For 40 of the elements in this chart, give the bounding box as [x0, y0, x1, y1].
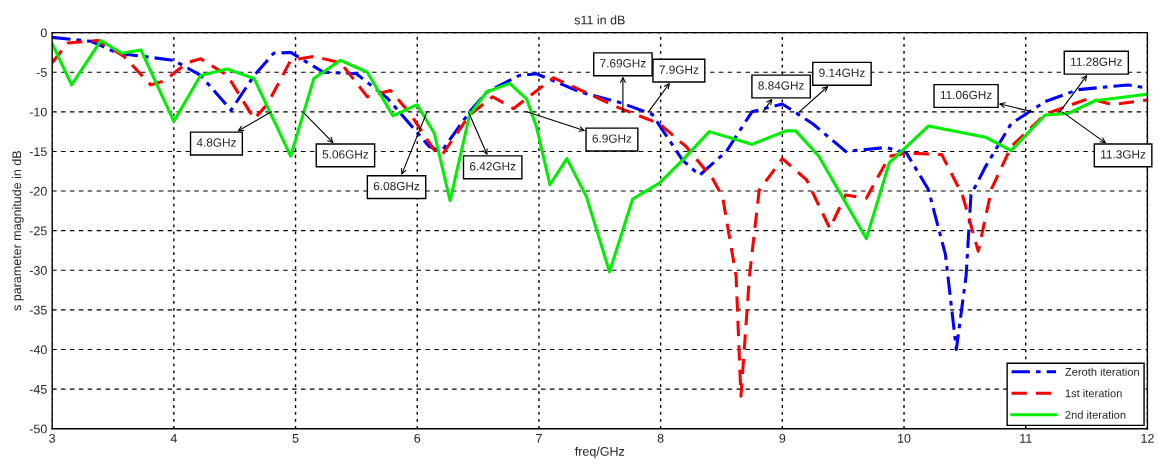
legend-label: 1st iteration	[1065, 389, 1122, 398]
annotation: 6.42GHz	[470, 162, 516, 171]
y-tick-label: -50	[29, 424, 47, 434]
annotation: 6.9GHz	[592, 134, 632, 143]
y-tick-label: -40	[29, 345, 47, 355]
annotation: 9.14GHz	[819, 68, 865, 77]
annotation: 11.3GHz	[1101, 150, 1146, 159]
x-tick-label: 5	[292, 434, 299, 443]
x-tick-label: 9	[779, 433, 786, 443]
x-axis-title: freq/GHz	[574, 446, 625, 459]
y-tick-label: -15	[29, 147, 47, 157]
annotation: 7.69GHz	[600, 59, 646, 68]
chart-title: s11 in dB	[574, 15, 625, 25]
y-tick-label: -30	[29, 266, 47, 275]
y-tick-label: -10	[29, 107, 47, 117]
annotation: 4.8GHz	[196, 138, 236, 147]
annotation: 6.08GHz	[373, 181, 420, 191]
x-tick-label: 6	[414, 433, 421, 443]
x-tick-label: 8	[657, 433, 664, 443]
annotation: 11.28GHz	[1071, 57, 1122, 66]
y-tick-label: -45	[29, 385, 47, 394]
annotation: 7.9GHz	[659, 65, 699, 74]
legend-label: 2nd iteration	[1065, 410, 1126, 419]
y-tick-label: -35	[29, 305, 47, 315]
annotation: 8.84GHz	[758, 81, 804, 90]
x-tick-label: 12	[1141, 433, 1154, 443]
legend-label: Zeroth iteration	[1065, 367, 1139, 376]
y-axis-title: s parameter magnitude in dB	[12, 151, 24, 311]
x-tick-label: 10	[898, 433, 911, 443]
y-tick-label: -25	[29, 226, 47, 236]
y-tick-label: -20	[29, 186, 47, 196]
line-series	[52, 39, 1148, 274]
y-tick-label: -5	[36, 68, 47, 77]
x-tick-label: 11	[1020, 434, 1032, 443]
annotation: 11.06GHz	[940, 90, 992, 100]
x-tick-label: 3	[49, 433, 56, 443]
x-tick-label: 7	[536, 434, 542, 443]
x-tick-label: 4	[170, 434, 177, 443]
annotation: 5.06GHz	[322, 150, 369, 159]
y-tick-label: 0	[40, 28, 47, 38]
